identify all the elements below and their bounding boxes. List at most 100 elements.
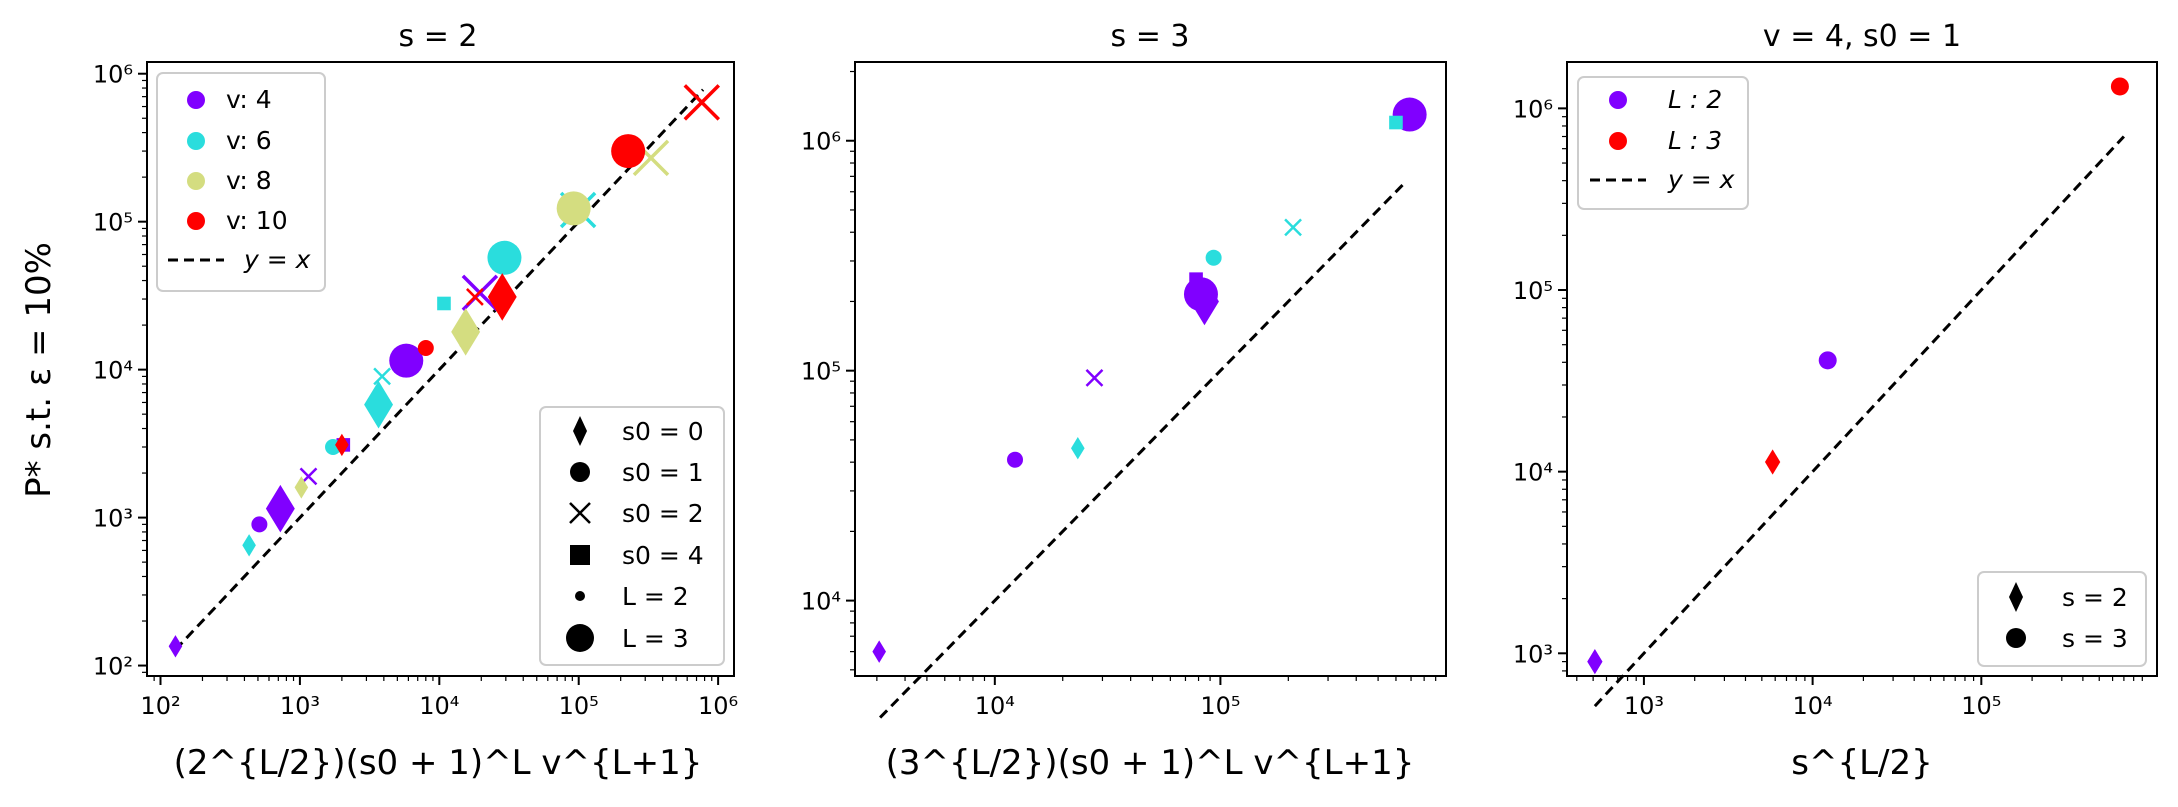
panel-v4-marks: [1587, 77, 2129, 708]
x-tick-label: 10⁶: [698, 692, 738, 720]
reference-line-y-equals-x: [879, 181, 1407, 719]
data-point: [1189, 272, 1203, 286]
data-point: [466, 288, 484, 306]
legend-circle-icon: [2006, 628, 2026, 648]
data-point: [168, 635, 183, 658]
data-point: [1818, 351, 1837, 370]
legend-L3-label: L : 3: [1668, 126, 1722, 155]
panel-s3-xlabel: (3^{L/2})(s0 + 1)^L v^{L+1}: [886, 743, 1415, 783]
panel-s2: s = 2 10² 10³ 10⁴ 10⁵ 10⁶ 10² 10³ 10⁴ 10⁵ 10⁶ (2^…: [93, 19, 738, 783]
legend-L3-dot: [1609, 132, 1627, 150]
x-tick-label: 10³: [1624, 692, 1664, 720]
panel-s3-ticks: 10⁴ 10⁵ 10⁴ 10⁵ 10⁶: [801, 70, 1437, 720]
legend-ref-label: y = x: [243, 245, 311, 274]
legend-x-icon: [569, 502, 591, 524]
legend-s0-4-label: s0 = 4: [622, 541, 704, 570]
data-point: [265, 484, 295, 533]
panel-s2-marks: [168, 84, 721, 658]
x-tick-label: 10⁴: [975, 692, 1015, 720]
reference-line-y-equals-x: [174, 88, 705, 651]
reference-line-y-equals-x: [1593, 135, 2125, 708]
y-tick-label: 10⁴: [1513, 459, 1553, 487]
x-tick-label: 10²: [140, 692, 180, 720]
legend-L2-label: L = 2: [622, 582, 689, 611]
y-tick-label: 10⁵: [1513, 277, 1553, 305]
y-tick-label: 10³: [93, 505, 133, 533]
panel-s3-axes: [854, 61, 1447, 677]
panel-s2-legend-series: v: 4 v: 6 v: 8 v: 10 y = x: [156, 72, 326, 292]
panel-s2-ticks: 10² 10³ 10⁴ 10⁵ 10⁶ 10² 10³ 10⁴ 10⁵ 10⁶: [93, 61, 738, 720]
legend-v6-label: v: 6: [226, 126, 272, 155]
y-tick-label: 10⁴: [93, 357, 133, 385]
x-tick-label: 10⁵: [1961, 692, 2001, 720]
legend-v4-dot: [187, 91, 205, 109]
data-point: [2110, 77, 2129, 96]
legend-L3-label: L = 3: [622, 624, 689, 653]
x-tick-label: 10⁵: [559, 692, 599, 720]
data-point: [364, 380, 394, 429]
legend-box: [1577, 76, 1749, 210]
legend-box: [156, 72, 326, 292]
panel-s2-xlabel: (2^{L/2})(s0 + 1)^L v^{L+1}: [174, 743, 703, 783]
x-tick-label: 10³: [280, 692, 320, 720]
panel-v4-axes: [1566, 61, 2158, 677]
data-point: [611, 134, 646, 169]
legend-L2-dot: [1609, 91, 1627, 109]
legend-v6-dot: [187, 132, 205, 150]
legend-ref-label: y = x: [1667, 165, 1735, 194]
data-point: [1764, 449, 1781, 475]
x-tick-label: 10⁴: [419, 692, 459, 720]
legend-square-icon: [570, 545, 590, 565]
legend-s3-label: s = 3: [2062, 624, 2128, 653]
data-point: [1071, 437, 1085, 460]
data-point: [1205, 249, 1222, 266]
data-point: [1389, 115, 1403, 130]
panel-s3-marks: [872, 97, 1427, 719]
data-point: [1284, 218, 1302, 237]
data-point: [251, 516, 268, 533]
legend-circle-icon: [570, 462, 590, 482]
data-point: [1587, 649, 1603, 675]
legend-diamond-icon: [2009, 582, 2023, 612]
data-point: [683, 84, 721, 121]
y-tick-label: 10²: [93, 653, 133, 681]
legend-v10-label: v: 10: [226, 206, 288, 235]
data-point: [242, 534, 256, 557]
data-point: [437, 296, 451, 311]
legend-s0-0-label: s0 = 0: [622, 417, 704, 446]
data-point: [451, 308, 481, 356]
y-tick-label: 10⁶: [801, 128, 841, 156]
data-point: [294, 476, 309, 499]
legend-L2-label: L : 2: [1668, 85, 1722, 114]
data-point: [872, 640, 886, 663]
legend-s2-label: s = 2: [2062, 583, 2128, 612]
y-tick-label: 10⁵: [801, 358, 841, 386]
data-point: [1085, 369, 1104, 387]
panel-v4-ticks: 10³ 10⁴ 10⁵ 10³ 10⁴ 10⁵ 10⁶: [1513, 95, 2143, 720]
y-tick-label: 10⁶: [93, 61, 133, 89]
legend-v4-label: v: 4: [226, 85, 272, 114]
data-point: [1007, 451, 1024, 468]
y-tick-label: 10⁶: [1513, 95, 1553, 123]
legend-small-dot-icon: [575, 591, 585, 601]
data-point: [1190, 277, 1219, 326]
x-tick-label: 10⁵: [1200, 692, 1240, 720]
panel-s2-title: s = 2: [399, 19, 478, 54]
panel-s3: s = 3 10⁴ 10⁵ 10⁴ 10⁵ 10⁶ (3^{L/2})(s0 + 1)^…: [801, 19, 1447, 783]
legend-v10-dot: [187, 212, 205, 230]
panel-v4-xlabel: s^{L/2}: [1791, 743, 1933, 783]
legend-v8-dot: [187, 172, 205, 190]
figure-ylabel: P* s.t. ε = 10%: [19, 242, 59, 498]
legend-v8-label: v: 8: [226, 166, 272, 195]
panel-s2-legend-markers: s0 = 0 s0 = 1 s0 = 2 s0 = 4 L = 2 L = 3: [539, 406, 725, 666]
data-point: [417, 340, 434, 357]
data-point: [389, 343, 424, 378]
data-point: [373, 367, 392, 386]
data-point: [556, 191, 591, 226]
x-tick-label: 10⁴: [1793, 692, 1833, 720]
data-point: [487, 240, 522, 275]
panel-v4-legend-markers: s = 2 s = 3: [1977, 571, 2147, 667]
legend-diamond-icon: [573, 416, 587, 446]
legend-s0-2-label: s0 = 2: [622, 499, 704, 528]
